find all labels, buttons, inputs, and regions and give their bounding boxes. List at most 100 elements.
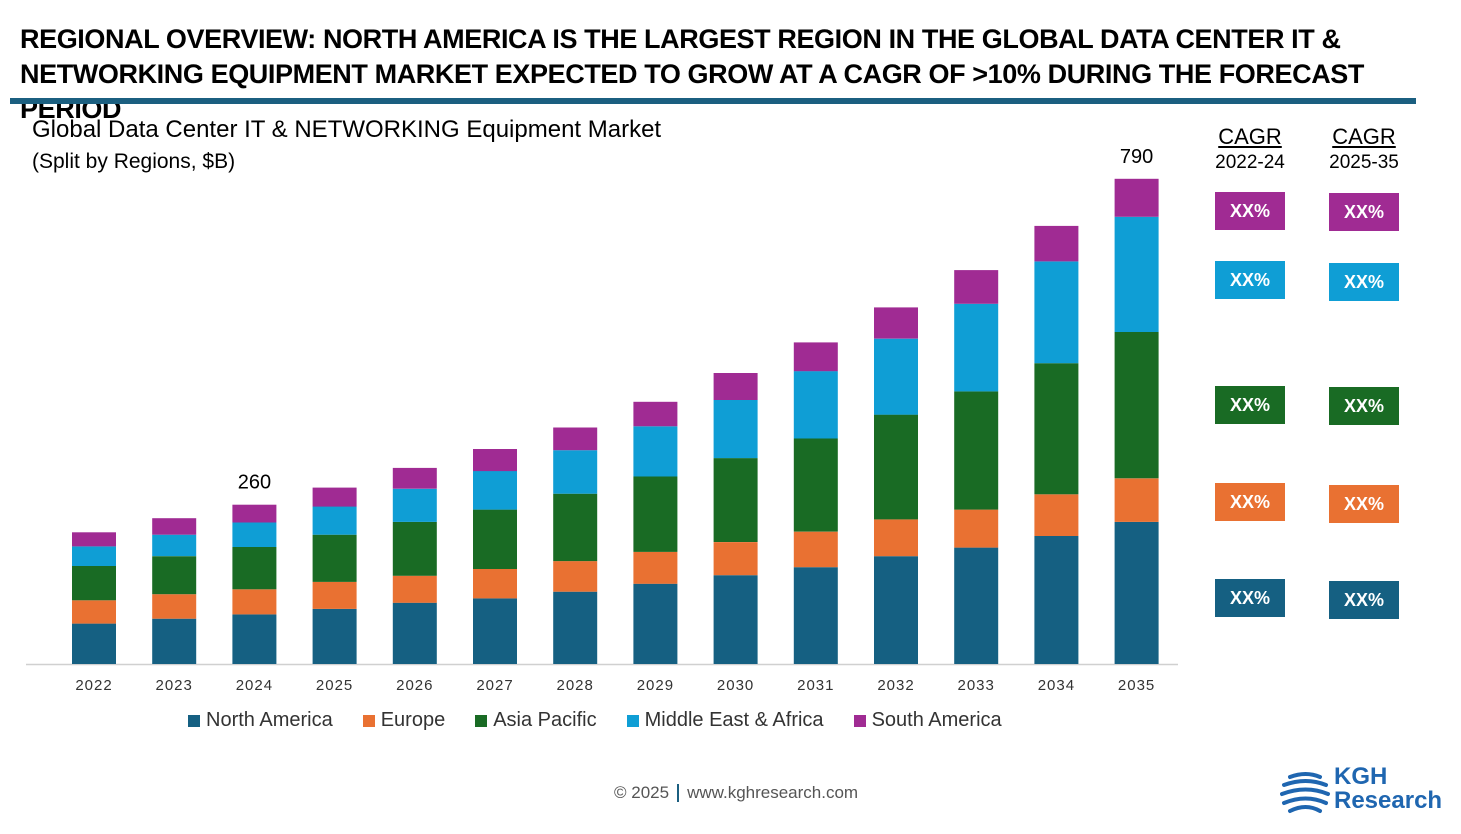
bar-segment-middle-east-africa-2025 — [312, 506, 357, 535]
bar-segment-middle-east-africa-2032 — [874, 338, 918, 415]
cagr-box-south-america-2022-24: XX% — [1215, 192, 1285, 230]
logo-wordmark: KGH Research — [1334, 765, 1442, 813]
legend-swatch — [188, 714, 200, 727]
cagr-box-asia-pacific-2025-35: XX% — [1329, 387, 1399, 425]
bar-segment-europe-2023 — [152, 594, 197, 619]
bar-segment-north-america-2023 — [152, 618, 197, 664]
bar-segment-asia-pacific-2030 — [713, 458, 758, 542]
legend-swatch — [626, 714, 639, 727]
bar-segment-asia-pacific-2023 — [152, 556, 197, 595]
bar-segment-europe-2033 — [954, 509, 999, 548]
legend-label: Asia Pacific — [493, 709, 597, 731]
cagr-box-asia-pacific-2022-24: XX% — [1215, 386, 1285, 424]
x-tick-label: 2027 — [476, 677, 513, 694]
cagr-box-europe-2022-24: XX% — [1215, 483, 1285, 521]
bar-segment-europe-2032 — [874, 519, 918, 557]
bar-segment-north-america-2026 — [392, 602, 437, 664]
x-tick-label: 2034 — [1038, 677, 1075, 694]
bar-segment-asia-pacific-2024 — [232, 547, 277, 590]
cagr-header-period: 2025-35 — [1329, 152, 1399, 173]
bar-segment-europe-2027 — [473, 569, 517, 599]
x-tick-label: 2022 — [75, 677, 112, 694]
cagr-box-south-america-2025-35: XX% — [1329, 193, 1399, 231]
bar-segment-middle-east-africa-2024 — [232, 522, 277, 547]
legend-swatch — [475, 714, 488, 727]
cagr-header-col-2: CAGR 2025-35 — [1304, 124, 1424, 176]
bar-segment-south-america-2034 — [1034, 225, 1079, 262]
headline: REGIONAL OVERVIEW: NORTH AMERICA IS THE … — [20, 22, 1440, 127]
legend-item-asia-pacific: Asia Pacific — [475, 709, 597, 732]
bar-segment-north-america-2029 — [633, 583, 678, 664]
bar-segment-asia-pacific-2032 — [874, 414, 918, 520]
bar-segment-asia-pacific-2034 — [1034, 363, 1079, 495]
footer-separator — [677, 784, 680, 802]
bar-segment-middle-east-africa-2023 — [152, 534, 197, 557]
bar-segment-south-america-2035 — [1114, 178, 1159, 217]
x-tick-label: 2033 — [958, 677, 995, 694]
bar-segment-middle-east-africa-2035 — [1114, 216, 1159, 332]
bar-segment-europe-2031 — [793, 531, 838, 568]
bar-segment-south-america-2024 — [232, 504, 277, 523]
bar-segment-asia-pacific-2031 — [793, 438, 838, 532]
x-tick-label: 2028 — [557, 677, 594, 694]
x-tick-label: 2023 — [156, 677, 193, 694]
cagr-box-north-america-2022-24: XX% — [1215, 579, 1285, 617]
bar-segment-middle-east-africa-2029 — [633, 426, 678, 477]
cagr-header-period: 2022-24 — [1215, 152, 1285, 173]
legend-item-europe: Europe — [362, 709, 446, 732]
bar-segment-middle-east-africa-2034 — [1034, 261, 1079, 364]
chart-legend: North America Europe Asia Pacific Middle… — [188, 709, 1002, 732]
headline-line-1: REGIONAL OVERVIEW: NORTH AMERICA IS THE … — [20, 24, 1341, 54]
bar-segment-north-america-2034 — [1034, 536, 1079, 664]
copyright-text: © 2025 — [614, 783, 670, 802]
chart-subtitle: (Split by Regions, $B) — [32, 150, 236, 173]
legend-item-south-america: South America — [853, 709, 1002, 732]
bar-segment-north-america-2030 — [713, 575, 758, 664]
cagr-box-north-america-2025-35: XX% — [1329, 581, 1399, 619]
bar-segment-south-america-2029 — [633, 401, 678, 427]
bar-segment-north-america-2035 — [1114, 521, 1159, 664]
legend-label: Middle East & Africa — [644, 709, 824, 731]
bar-segment-north-america-2027 — [473, 598, 517, 664]
globe-icon — [1280, 772, 1330, 813]
headline-line-2: NETWORKING EQUIPMENT MARKET EXPECTED TO … — [20, 59, 1365, 124]
bar-segment-south-america-2033 — [954, 270, 999, 304]
x-tick-label: 2035 — [1118, 677, 1155, 694]
cagr-header-title: CAGR — [1218, 124, 1282, 149]
cagr-box-middle-east-africa-2022-24: XX% — [1215, 261, 1285, 299]
bar-segment-south-america-2027 — [473, 449, 517, 472]
chart-title: Global Data Center IT & NETWORKING Equip… — [32, 116, 662, 143]
bar-segment-south-america-2031 — [793, 342, 838, 372]
bar-segment-europe-2029 — [633, 551, 678, 584]
legend-label: Europe — [380, 709, 446, 731]
bar-segment-asia-pacific-2029 — [633, 476, 678, 552]
x-tick-label: 2031 — [797, 677, 834, 694]
bar-segment-europe-2022 — [72, 600, 116, 624]
bar-segment-europe-2034 — [1034, 494, 1079, 536]
legend-swatch — [362, 714, 375, 727]
cagr-box-middle-east-africa-2025-35: XX% — [1329, 263, 1399, 301]
x-tick-label: 2026 — [396, 677, 433, 694]
bar-segment-asia-pacific-2027 — [473, 509, 517, 569]
bar-segment-north-america-2032 — [874, 556, 918, 664]
bar-segment-south-america-2026 — [392, 467, 437, 489]
logo-text-line-1: KGH — [1334, 763, 1388, 790]
bar-segment-north-america-2022 — [72, 623, 116, 664]
bar-segment-south-america-2025 — [312, 487, 357, 507]
bar-segment-europe-2026 — [392, 575, 437, 603]
cagr-header-title: CAGR — [1332, 124, 1396, 149]
cagr-header-col-1: CAGR 2022-24 — [1190, 124, 1310, 176]
legend-item-middle-east-africa: Middle East & Africa — [626, 709, 824, 732]
bar-segment-middle-east-africa-2033 — [954, 303, 999, 392]
website-link[interactable]: www.kghresearch.com — [687, 783, 859, 802]
bar-segment-europe-2025 — [312, 581, 357, 609]
bar-segment-asia-pacific-2028 — [553, 493, 598, 562]
cagr-box-europe-2025-35: XX% — [1329, 485, 1399, 523]
data-label-total: 790 — [1120, 146, 1153, 168]
x-tick-label: 2024 — [236, 677, 273, 694]
bar-segment-europe-2028 — [553, 561, 598, 592]
legend-label: North America — [206, 709, 333, 731]
bar-segment-europe-2030 — [713, 542, 758, 576]
x-tick-label: 2029 — [637, 677, 674, 694]
bar-segment-asia-pacific-2025 — [312, 534, 357, 582]
